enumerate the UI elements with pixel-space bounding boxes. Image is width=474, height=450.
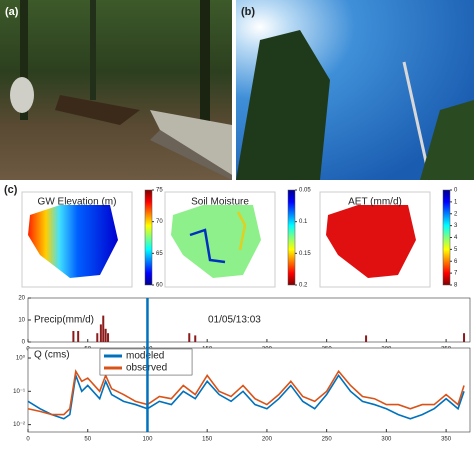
- colorbar-tick-label: 0: [454, 188, 458, 194]
- colorbar: [144, 189, 153, 286]
- y-label: Q (cms): [34, 350, 70, 361]
- colorbar: [287, 189, 296, 286]
- panel-label: (b): [241, 6, 255, 18]
- plot-area: [27, 347, 471, 433]
- bar: [194, 335, 197, 342]
- bar: [72, 331, 75, 342]
- y-tick-label: 10⁻²: [13, 422, 25, 428]
- annotation: 01/05/13:03: [208, 315, 261, 326]
- y-label: Precip(mm/d): [34, 315, 94, 326]
- map-title: AET (mm/d): [348, 197, 402, 208]
- panel-label: (a): [5, 6, 19, 18]
- x-tick-label: 0: [26, 437, 30, 443]
- colorbar: [442, 189, 451, 286]
- colorbar-tick-label: 0.2: [299, 283, 308, 289]
- bar: [463, 333, 466, 342]
- x-tick-label: 350: [441, 437, 452, 443]
- x-tick-label: 50: [84, 437, 91, 443]
- bar: [102, 315, 105, 342]
- pine: [420, 100, 474, 180]
- y-tick-label: 0: [22, 340, 26, 346]
- map-gw: [28, 205, 118, 278]
- bar: [365, 335, 368, 342]
- x-tick-label: 150: [202, 437, 213, 443]
- bar: [96, 333, 99, 342]
- colorbar-tick-label: 70: [156, 219, 163, 225]
- x-tick-label: 250: [322, 437, 333, 443]
- x-tick-label: 100: [142, 437, 153, 443]
- bar: [107, 333, 110, 342]
- map-soil-feature: [236, 211, 247, 251]
- legend-label: modeled: [126, 351, 164, 362]
- map-soil-feature: [189, 228, 226, 264]
- y-tick-label: 10⁻¹: [13, 389, 25, 395]
- colorbar-tick-label: 60: [156, 283, 163, 289]
- series-line: [27, 368, 465, 416]
- tree: [90, 0, 96, 100]
- panel-label: (c): [4, 184, 18, 196]
- x-tick-label: 300: [381, 437, 392, 443]
- pine: [236, 30, 330, 180]
- colorbar-tick-label: 5: [454, 247, 458, 253]
- rock: [10, 77, 34, 113]
- colorbar-tick-label: 7: [454, 271, 458, 277]
- flume: [150, 130, 232, 180]
- colorbar-tick-label: 1: [454, 199, 458, 205]
- bar: [188, 333, 191, 342]
- y-tick-label: 10: [18, 318, 25, 324]
- flume: [150, 110, 232, 175]
- y-tick-label: 20: [18, 296, 25, 302]
- colorbar-tick-label: 3: [454, 223, 458, 229]
- map-aet: [326, 205, 416, 278]
- bar: [77, 331, 80, 342]
- tree: [20, 0, 28, 120]
- colorbar-tick-label: 0.1: [299, 219, 308, 225]
- y-tick-label: 10⁰: [16, 355, 26, 362]
- colorbar-tick-label: 4: [454, 235, 458, 241]
- tree: [200, 0, 210, 130]
- colorbar-tick-label: 2: [454, 211, 458, 217]
- map-title: GW Elevation (m): [38, 197, 117, 208]
- bar: [99, 324, 102, 342]
- colorbar-tick-label: 0.15: [299, 251, 311, 257]
- colorbar-tick-label: 75: [156, 188, 163, 194]
- colorbar-tick-label: 0.05: [299, 188, 311, 194]
- map-soil: [171, 205, 261, 278]
- legend-box: [99, 348, 193, 376]
- stream: [55, 95, 140, 125]
- series-line: [27, 372, 465, 420]
- colorbar-tick-label: 65: [156, 251, 163, 257]
- colorbar-tick-label: 8: [454, 283, 458, 289]
- map-title: Soil Moisture: [191, 197, 249, 208]
- colorbar-tick-label: 6: [454, 259, 458, 265]
- x-tick-label: 200: [262, 437, 273, 443]
- bar: [104, 328, 107, 342]
